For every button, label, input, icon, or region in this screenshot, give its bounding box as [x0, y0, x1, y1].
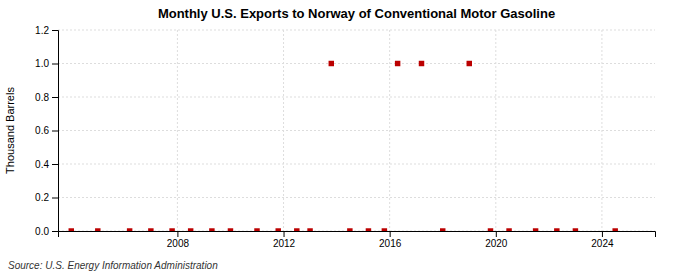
tick-mark [52, 97, 58, 98]
grid-line [601, 30, 602, 231]
point [294, 228, 299, 231]
grid-line [177, 30, 178, 231]
tick: 2016 [379, 231, 402, 249]
point [209, 228, 214, 231]
point [329, 61, 334, 66]
tick-mark [52, 198, 58, 199]
grid [58, 30, 655, 231]
tick: 0.0 [35, 226, 58, 237]
grid-line [58, 30, 655, 31]
tick-mark [52, 131, 58, 132]
point [347, 228, 352, 231]
point [188, 228, 193, 231]
point [228, 228, 233, 231]
point [612, 228, 617, 231]
tick-label: 2024 [591, 238, 614, 249]
tick-label: 2012 [273, 238, 296, 249]
point [148, 228, 153, 231]
point [419, 61, 424, 66]
tick-label: 0.6 [35, 125, 49, 136]
tick: 1.2 [35, 25, 58, 36]
point [127, 228, 132, 231]
grid-line [58, 130, 655, 131]
tick: 0.2 [35, 192, 58, 203]
point [254, 228, 259, 231]
point [440, 228, 445, 231]
chart: 2008 2012 2016 2020 2024 0.0 0.2 0.4 0.6 0.8 1.0 1.… [0, 0, 675, 275]
tick-label: 0.8 [35, 92, 49, 103]
point [366, 228, 371, 231]
tick-label: 2008 [167, 238, 190, 249]
y-axis: 0.0 0.2 0.4 0.6 0.8 1.0 1.2 [35, 25, 58, 237]
point [275, 228, 280, 231]
tick-mark [52, 30, 58, 31]
grid-line [58, 97, 655, 98]
source: Source: U.S. Energy Information Administ… [8, 260, 218, 271]
point [467, 61, 472, 66]
tick-mark [177, 231, 178, 237]
point [95, 228, 100, 231]
point [554, 228, 559, 231]
tick-mark [52, 64, 58, 65]
tick: 1.0 [35, 58, 58, 69]
grid-line [58, 164, 655, 165]
point [506, 228, 511, 231]
point [69, 228, 74, 231]
tick-label: 2016 [379, 238, 402, 249]
tick-label: 2020 [485, 238, 508, 249]
tick: 0.6 [35, 125, 58, 136]
plot-area: 2008 2012 2016 2020 2024 0.0 0.2 0.4 0.6 0.8 1.0 1.… [35, 25, 655, 249]
grid-line [283, 30, 284, 231]
point [382, 228, 387, 231]
point [488, 228, 493, 231]
tick: 2008 [167, 231, 190, 249]
tick: 2024 [591, 231, 614, 249]
tick-mark [390, 231, 391, 237]
tick-mark [284, 231, 285, 237]
tick-mark [52, 231, 58, 232]
tick: 0.4 [35, 159, 58, 170]
tick-mark [52, 164, 58, 165]
tick: 2012 [273, 231, 296, 249]
tick-label: 0.0 [35, 226, 49, 237]
title: Monthly U.S. Exports to Norway of Conven… [158, 6, 555, 21]
tick: 0.8 [35, 92, 58, 103]
tick-mark [496, 231, 497, 237]
x-axis: 2008 2012 2016 2020 2024 [59, 231, 656, 249]
grid-line [58, 197, 655, 198]
axis-line [52, 31, 59, 232]
y-axis-title: Thousand Barrels [4, 87, 16, 174]
point [169, 228, 174, 231]
tick-label: 1.2 [35, 25, 49, 36]
axis-line [59, 232, 656, 238]
tick-label: 0.4 [35, 159, 49, 170]
point [533, 228, 538, 231]
tick: 2020 [485, 231, 508, 249]
grid-line [58, 63, 655, 64]
grid-line [495, 30, 496, 231]
point [573, 228, 578, 231]
tick-label: 0.2 [35, 192, 49, 203]
point [307, 228, 312, 231]
tick-label: 1.0 [35, 58, 49, 69]
point [395, 61, 400, 66]
grid-line [389, 30, 390, 231]
points [69, 61, 618, 231]
tick-mark [602, 231, 603, 237]
